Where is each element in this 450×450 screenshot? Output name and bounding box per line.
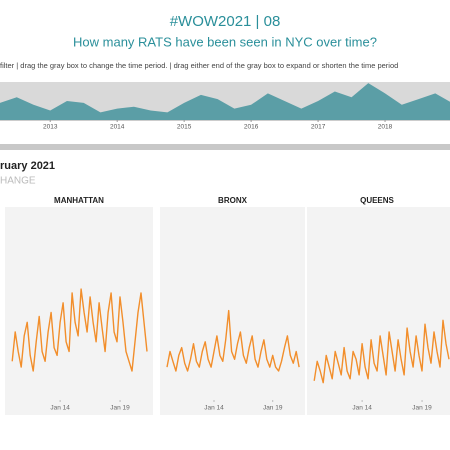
x-tick-label: Jan 14 — [204, 405, 224, 412]
line — [11, 288, 148, 372]
section-heading: ruary 2021 — [0, 160, 55, 172]
line — [313, 319, 450, 384]
line — [166, 309, 300, 372]
panel-title: BRONX — [218, 196, 248, 205]
section-subheading: HANGE — [0, 176, 36, 187]
x-tick-label: 2017 — [311, 124, 326, 131]
x-tick-label: Jan 14 — [50, 405, 70, 412]
x-tick-label: 2016 — [244, 124, 259, 131]
x-tick-label: 2015 — [177, 124, 192, 131]
title: #WOW2021 | 08 — [170, 13, 281, 30]
x-tick-label: Jan 19 — [412, 405, 432, 412]
subtitle: How many RATS have been seen in NYC over… — [73, 34, 377, 49]
panel-title: MANHATTAN — [54, 196, 104, 205]
area — [0, 83, 450, 120]
x-tick-label: 2014 — [110, 124, 125, 131]
panel-background — [307, 207, 450, 415]
panel-title: QUEENS — [360, 196, 394, 205]
x-tick-label: Jan 19 — [263, 405, 283, 412]
x-tick-label: Jan 19 — [110, 405, 130, 412]
scrollbar[interactable] — [0, 144, 450, 150]
x-tick-label: 2013 — [43, 124, 58, 131]
x-tick-label: 2018 — [378, 124, 393, 131]
instructions: filter | drag the gray box to change the… — [0, 61, 398, 70]
x-tick-label: Jan 14 — [352, 405, 372, 412]
panel-background — [160, 207, 305, 415]
